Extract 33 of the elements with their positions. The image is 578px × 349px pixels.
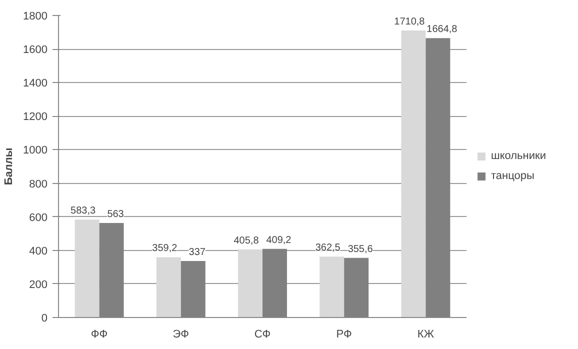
y-tick-label: 1200 — [23, 111, 48, 124]
data-label: 409,2 — [266, 234, 292, 246]
data-label: 359,2 — [152, 243, 178, 254]
x-tick-label: ЭФ — [172, 328, 190, 340]
x-tick-label: ФФ — [90, 328, 108, 340]
legend-label: танцоры — [491, 170, 534, 182]
y-tick-label: 400 — [29, 245, 48, 258]
data-label: 583,3 — [70, 206, 96, 217]
y-tick-label: 200 — [29, 278, 48, 291]
y-tick-label: 0 — [41, 312, 48, 324]
legend-label: школьники — [491, 150, 546, 162]
x-tick-label: СФ — [254, 328, 271, 340]
y-tick-label: 600 — [29, 212, 48, 224]
y-tick-label: 1600 — [23, 44, 48, 56]
data-label: 355,6 — [348, 244, 374, 255]
bar — [156, 257, 181, 318]
data-label: 337 — [188, 246, 206, 258]
data-label: 1664,8 — [426, 24, 458, 36]
data-label: 405,8 — [234, 235, 260, 246]
data-label: 1710,8 — [394, 16, 426, 28]
bar — [320, 256, 344, 318]
bar — [238, 249, 262, 318]
y-tick-label: 1400 — [23, 78, 48, 90]
bar — [74, 220, 100, 318]
y-axis-title: Баллы — [3, 148, 16, 186]
bar — [401, 30, 426, 318]
data-label: 563 — [107, 209, 124, 220]
y-tick-label: 1800 — [23, 10, 48, 22]
x-tick-label: РФ — [336, 328, 352, 340]
x-tick-label: КЖ — [417, 328, 434, 340]
y-tick-label: 800 — [29, 178, 48, 190]
y-tick-label: 1000 — [23, 144, 48, 157]
data-label: 362,5 — [315, 242, 341, 254]
